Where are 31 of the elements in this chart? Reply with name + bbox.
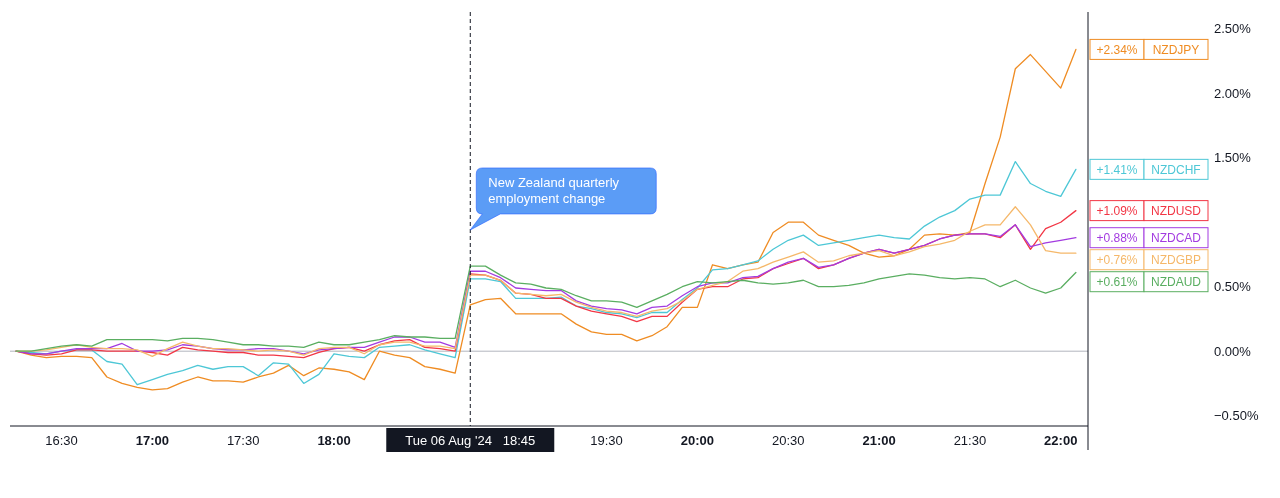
data-label: +0.88% xyxy=(1096,231,1138,246)
ref-line-label: Tue 06 Aug '24 18:45 xyxy=(405,433,536,448)
x-tick-label: 19:30 xyxy=(590,433,623,448)
legend-label: NZDCHF xyxy=(1151,162,1201,177)
legend-label: NZDJPY xyxy=(1152,42,1200,57)
legend-label: NZDCAD xyxy=(1151,231,1202,246)
x-tick-label: 20:30 xyxy=(771,433,805,448)
x-tick-label: 18:00 xyxy=(317,433,351,448)
x-tick-label: 17:30 xyxy=(226,433,260,448)
y-tick-label: 2.50% xyxy=(1214,21,1252,37)
x-tick-label: 21:00 xyxy=(862,433,896,448)
legend-label: NZDAUD xyxy=(1151,275,1202,290)
data-label: +0.61% xyxy=(1096,275,1138,290)
annotation: New Zealand quarterly employment change xyxy=(488,174,620,206)
legend-label: NZDGBP xyxy=(1150,253,1202,268)
legend-label: NZDUSD xyxy=(1151,204,1202,219)
y-tick-label: 0.00% xyxy=(1214,343,1252,359)
data-label: +0.76% xyxy=(1096,253,1138,268)
y-tick-label: 2.00% xyxy=(1214,85,1252,101)
y-tick-label: −0.50% xyxy=(1214,408,1259,424)
x-tick-label: 21:30 xyxy=(953,433,987,448)
x-tick-label: 20:00 xyxy=(680,433,714,448)
x-tick-label: 16:30 xyxy=(45,433,78,448)
data-label: +1.09% xyxy=(1096,204,1138,219)
x-tick-label: 22:00 xyxy=(1044,433,1078,448)
data-label: +1.41% xyxy=(1096,162,1138,177)
line-series xyxy=(15,265,1077,352)
data-label: +2.34% xyxy=(1096,42,1138,57)
y-tick-label: 0.50% xyxy=(1214,279,1252,295)
y-tick-label: 1.50% xyxy=(1214,150,1252,166)
x-tick-label: 17:00 xyxy=(135,433,169,448)
